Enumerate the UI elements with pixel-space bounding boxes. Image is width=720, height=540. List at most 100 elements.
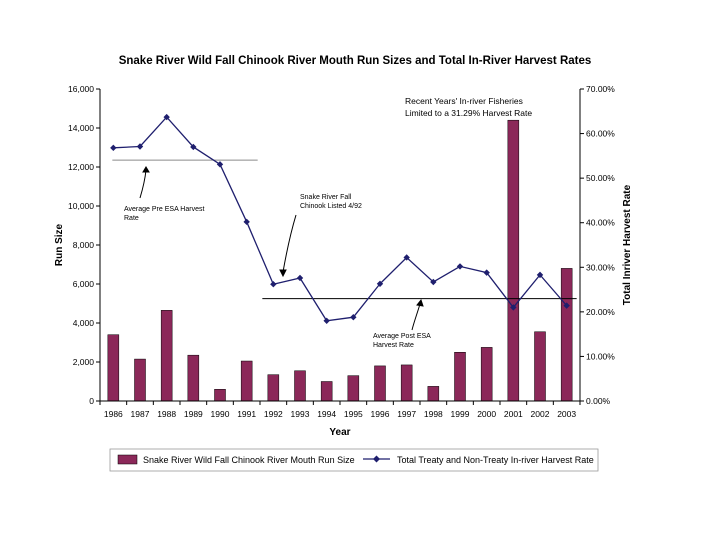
point-1996: [376, 280, 384, 287]
harvest-rate-line: [113, 116, 568, 322]
point-2000: [483, 269, 490, 276]
tick-label-x: 2001: [504, 409, 523, 419]
tick-label-x: 1990: [211, 409, 230, 419]
tick-label-x: 1991: [237, 409, 256, 419]
bar-1987: [134, 358, 146, 402]
annotation-recent-years-line2: Limited to a 31.29% Harvest Rate: [405, 108, 532, 118]
point-2003: [563, 302, 570, 309]
reference-lines: [112, 159, 577, 300]
bar-2003: [560, 268, 573, 402]
arrowhead-post-esa: [416, 298, 424, 307]
bar-series: [107, 119, 573, 402]
annotation-listed-line1: Snake River Fall: [300, 194, 352, 201]
point-1998: [430, 278, 437, 286]
point-1990: [216, 161, 224, 168]
point-1995: [350, 314, 357, 321]
bar-2000: [480, 347, 493, 402]
point-2002: [536, 271, 544, 279]
bar-1988: [160, 310, 173, 402]
legend-box: [109, 448, 599, 472]
tick-label-right: 10.00%: [586, 351, 615, 361]
tick-label-x: 1992: [264, 409, 283, 419]
annotation-pre-esa-line1: Average Pre ESA Harvest: [124, 206, 204, 213]
legend-bar-label: Snake River Wild Fall Chinook River Mout…: [143, 455, 355, 465]
tick-label-left: 16,000: [68, 84, 94, 94]
tick-label-x: 1988: [157, 409, 176, 419]
tick-label-right: 0.00%: [586, 396, 611, 406]
y-axis-label-left: Run Size: [54, 223, 65, 266]
tick-label-x: 1997: [397, 409, 416, 419]
bar-1990: [214, 389, 226, 402]
tick-label-right: 40.00%: [586, 218, 615, 228]
annotation-listed: Snake River Fall Chinook Listed 4/92: [300, 194, 362, 210]
tick-label-right: 70.00%: [586, 84, 615, 94]
annotation-listed-line2: Chinook Listed 4/92: [300, 203, 362, 210]
legend: Snake River Wild Fall Chinook River Mout…: [109, 448, 599, 472]
bar-1992: [267, 374, 280, 402]
annotation-post-esa-line2: Harvest Rate: [373, 342, 414, 349]
annotation-post-esa: Average Post ESA Harvest Rate: [373, 333, 431, 349]
point-1986: [110, 144, 117, 152]
tick-label-x: 1995: [344, 409, 363, 419]
annotation-pre-esa: Average Pre ESA Harvest Rate: [124, 206, 204, 222]
tick-label-x: 1996: [371, 409, 390, 419]
bar-1989: [187, 354, 200, 402]
point-2001: [510, 304, 517, 311]
point-1992: [270, 281, 277, 288]
tick-label-left: 8,000: [73, 240, 95, 250]
annotation-post-esa-line1: Average Post ESA: [373, 333, 431, 340]
point-1994: [323, 317, 330, 324]
tick-label-x: 1986: [104, 409, 123, 419]
tick-label-left: 6,000: [73, 279, 95, 289]
x-axis-label: Year: [329, 427, 350, 438]
tick-label-left: 0: [89, 396, 94, 406]
point-1991: [243, 218, 250, 226]
arrow-listed: [282, 214, 297, 273]
y-axis-label-right: Total Inriver Harvest Rate: [622, 184, 633, 305]
tick-label-left: 14,000: [68, 123, 94, 133]
point-1987: [136, 143, 144, 150]
point-1988: [163, 113, 170, 121]
axes: 0 2,000 4,000 6,000 8,000 10,000 12,000 14,000 1…: [68, 84, 615, 419]
bar-1995: [347, 375, 360, 402]
annotation-recent-years: Recent Years' In-river Fisheries Limited…: [405, 96, 532, 118]
bar-1999: [454, 352, 466, 402]
bar-1997: [400, 364, 413, 402]
chart-title: Snake River Wild Fall Chinook River Mout…: [119, 55, 592, 67]
point-1993: [296, 274, 304, 282]
tick-label-x: 2000: [477, 409, 496, 419]
legend-line-label: Total Treaty and Non-Treaty In-river Har…: [397, 455, 594, 465]
annotation-pre-esa-line2: Rate: [124, 215, 139, 222]
arrow-post-esa: [411, 303, 421, 331]
bar-1994: [320, 381, 333, 402]
legend-bar-swatch: [117, 454, 138, 465]
arrowhead-listed: [279, 269, 287, 278]
tick-label-x: 1994: [317, 409, 336, 419]
tick-label-right: 50.00%: [586, 173, 615, 183]
tick-label-left: 2,000: [73, 357, 95, 367]
tick-label-x: 2002: [531, 409, 550, 419]
tick-label-right: 30.00%: [586, 262, 615, 272]
annotation-arrows: [139, 166, 424, 331]
arrowhead-pre-esa: [142, 166, 150, 173]
tick-label-x: 1989: [184, 409, 203, 419]
bar-2001: [507, 119, 520, 402]
tick-label-x: 1993: [291, 409, 310, 419]
bar-1991: [240, 360, 253, 402]
arrow-pre-esa: [139, 169, 147, 199]
tick-label-x: 1998: [424, 409, 443, 419]
point-1989: [190, 143, 197, 151]
tick-label-left: 12,000: [68, 162, 94, 172]
tick-label-x: 1987: [131, 409, 150, 419]
tick-label-left: 4,000: [73, 318, 95, 328]
tick-label-right: 20.00%: [586, 307, 615, 317]
legend-line-marker: [373, 455, 380, 463]
annotation-recent-years-line1: Recent Years' In-river Fisheries: [405, 96, 523, 106]
tick-label-left: 10,000: [68, 201, 94, 211]
tick-label-right: 60.00%: [586, 129, 615, 139]
line-series: [110, 113, 570, 324]
point-1997: [403, 254, 410, 261]
bar-1996: [374, 365, 386, 402]
tick-label-x: 2003: [557, 409, 576, 419]
bar-1986: [107, 334, 120, 402]
